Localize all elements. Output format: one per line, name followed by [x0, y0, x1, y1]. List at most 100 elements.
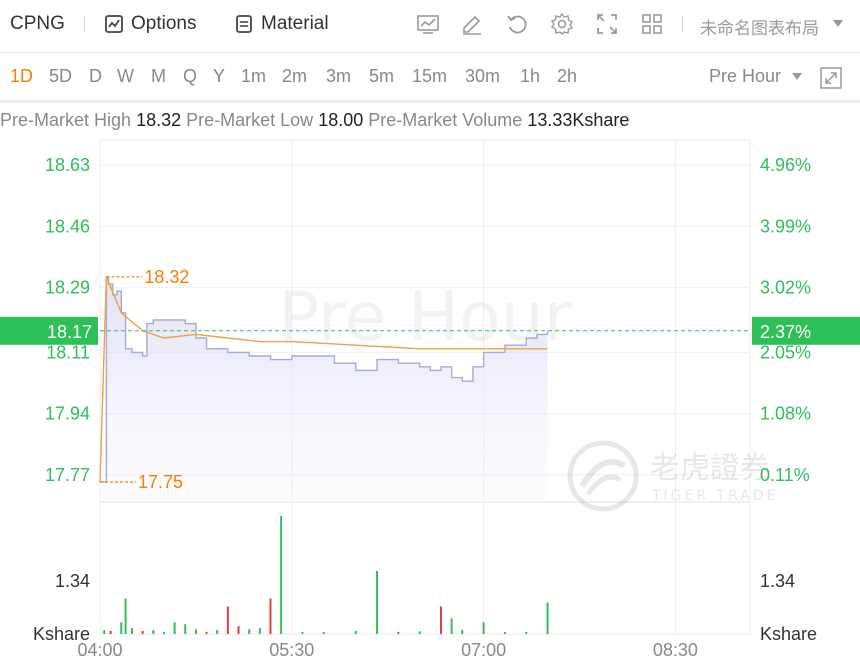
undo-icon[interactable] — [505, 12, 529, 36]
settings-icon[interactable] — [550, 12, 574, 36]
period-tab-3m[interactable]: 3m — [326, 66, 352, 86]
material-button[interactable]: Material — [234, 10, 329, 38]
session-select[interactable]: Pre Hour — [709, 66, 782, 86]
volume-bar — [226, 606, 229, 634]
material-label: Material — [261, 13, 329, 34]
period-tab-1h[interactable]: 1h — [520, 66, 541, 86]
volume-bar — [301, 632, 304, 634]
last-price-value: 18.17 — [47, 322, 92, 342]
y-right-tick-label: 1.08% — [760, 404, 811, 424]
period-tab-1d[interactable]: 1D — [10, 66, 34, 86]
y-left-tick-label: 18.63 — [45, 155, 90, 175]
divider — [0, 52, 860, 53]
volume-unit-left: Kshare — [33, 624, 90, 644]
last-change-value: 2.37% — [760, 322, 811, 342]
chevron-down-icon — [792, 73, 802, 80]
draw-icon[interactable] — [460, 12, 484, 36]
chart-icon[interactable] — [416, 12, 440, 36]
document-icon — [236, 15, 252, 33]
volume-bar — [248, 629, 251, 634]
volume-bar — [546, 602, 549, 634]
y-right-tick-label: 0.11% — [760, 465, 810, 485]
period-tab-y[interactable]: Y — [213, 66, 226, 86]
period-tab-d[interactable]: D — [89, 66, 102, 86]
y-left-tick-label: 18.29 — [45, 278, 90, 298]
volume-bar — [173, 622, 176, 634]
low-marker-label: 17.75 — [138, 472, 183, 492]
volume-bar — [141, 630, 144, 634]
volume-bar — [130, 628, 133, 634]
premarket-low-value: 18.00 — [318, 110, 364, 130]
last-price-badge — [0, 316, 98, 345]
volume-bar — [237, 626, 240, 634]
tiger-logo-watermark: 老虎證券 TIGER TRADE — [567, 440, 778, 512]
premarket-volume-value: 13.33Kshare — [527, 110, 630, 130]
volume-bar — [482, 622, 485, 634]
period-tab-w[interactable]: W — [117, 66, 134, 86]
volume-bar — [269, 598, 272, 634]
volume-tick-left: 1.34 — [55, 571, 90, 591]
period-tab-15m[interactable]: 15m — [412, 66, 448, 86]
y-left-tick-label: 17.77 — [45, 465, 90, 485]
premarket-high-label: Pre-Market High — [0, 110, 132, 130]
volume-bar — [258, 628, 261, 634]
fullscreen-icon[interactable] — [595, 12, 619, 36]
premarket-info: Pre-Market High 18.32 Pre-Market Low 18.… — [0, 110, 629, 131]
period-tab-30m[interactable]: 30m — [465, 66, 501, 86]
volume-bar — [450, 618, 453, 634]
volume-bar — [503, 632, 506, 634]
y-left-tick-label: 17.94 — [45, 404, 90, 424]
period-tab-5d[interactable]: 5D — [49, 66, 73, 86]
options-label: Options — [131, 13, 197, 34]
y-right-tick-label: 4.96% — [760, 155, 811, 175]
price-area — [100, 276, 548, 500]
last-change-badge — [752, 316, 860, 345]
premarket-high-value: 18.32 — [136, 110, 182, 130]
volume-bar — [109, 630, 112, 634]
price-line — [100, 276, 549, 483]
x-tick-label: 07:00 — [461, 640, 506, 660]
period-tab-q[interactable]: Q — [183, 66, 198, 86]
volume-bar — [439, 606, 442, 634]
volume-bar — [354, 630, 357, 634]
divider — [0, 100, 860, 103]
volume-bar — [162, 632, 165, 634]
average-price-line — [99, 276, 548, 483]
volume-bar — [124, 598, 127, 634]
y-left-tick-label: 18.46 — [45, 216, 90, 236]
x-tick-label: 04:00 — [77, 640, 122, 660]
period-tab-2m[interactable]: 2m — [282, 66, 308, 86]
period-tab-m[interactable]: M — [151, 66, 166, 86]
period-tab-2h[interactable]: 2h — [557, 66, 578, 86]
svg-text:TIGER TRADE: TIGER TRADE — [651, 488, 778, 504]
volume-bar — [322, 632, 325, 634]
top-toolbar: CPNG Options Material — [0, 0, 860, 50]
volume-unit-right: Kshare — [760, 624, 817, 644]
high-marker-label: 18.32 — [144, 267, 189, 287]
svg-text:老虎證券: 老虎證券 — [650, 451, 770, 486]
y-right-tick-label: 3.99% — [760, 216, 811, 236]
options-button[interactable]: Options — [104, 10, 196, 38]
volume-bar — [120, 622, 123, 634]
volume-bar — [216, 630, 219, 634]
volume-bar — [194, 629, 197, 634]
layout-name-select[interactable]: 未命名图表布局 — [700, 19, 819, 38]
period-tab-5m[interactable]: 5m — [369, 66, 395, 86]
volume-bar — [184, 624, 187, 634]
volume-bar — [376, 571, 379, 634]
volume-bar — [525, 632, 528, 634]
expand-icon[interactable] — [820, 67, 842, 89]
volume-bar — [103, 630, 106, 634]
volume-bar — [152, 630, 155, 634]
toolbar-divider — [84, 16, 85, 32]
toolbar-divider — [682, 16, 683, 32]
period-tab-1m[interactable]: 1m — [241, 66, 267, 86]
premarket-low-label: Pre-Market Low — [186, 110, 314, 130]
x-tick-label: 08:30 — [653, 640, 698, 660]
grid-layout-icon[interactable] — [640, 12, 664, 36]
volume-bar — [418, 631, 421, 634]
y-left-tick-label: 18.11 — [46, 342, 90, 362]
x-tick-label: 05:30 — [269, 640, 314, 660]
volume-bar — [397, 632, 400, 634]
